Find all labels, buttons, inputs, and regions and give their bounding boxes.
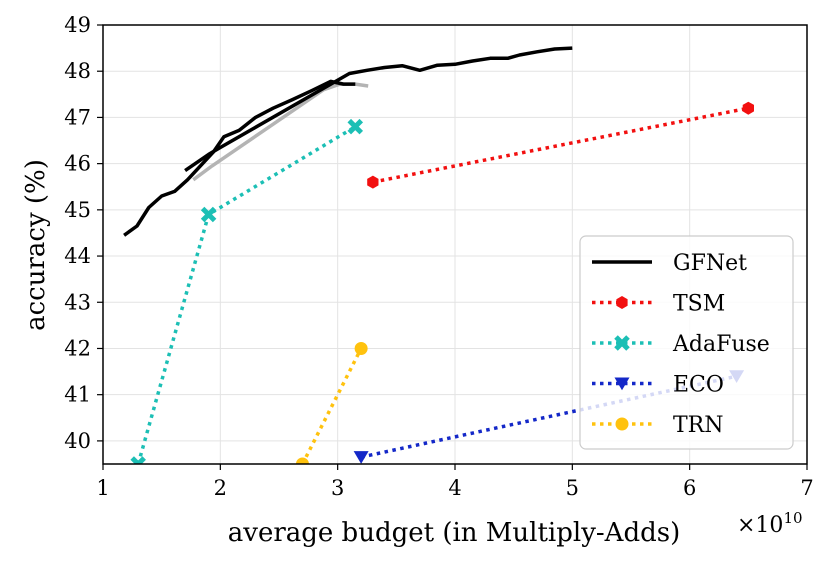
trn-marker [354,341,368,355]
tsm-marker [367,175,379,189]
y-tick-label: 47 [64,105,91,129]
legend-label: AdaFuse [672,332,770,357]
x-multiplier-base: ×10 [737,513,783,538]
y-tick-label: 42 [64,336,91,360]
adafuse-line [136,125,357,464]
eco-marker [353,451,369,464]
legend-label: TSM [673,292,725,317]
y-tick-label: 48 [64,59,91,83]
legend-label: ECO [673,373,724,398]
y-tick-label: 41 [64,383,91,407]
series-gfnet [123,79,356,237]
tsm-marker [742,101,754,115]
x-tick-label: 6 [683,476,696,500]
legend-marker [616,296,628,309]
x-axis-label: average budget (in Multiply-Adds) [228,518,680,548]
trn-marker [295,457,309,464]
legend-label: GFNet [673,251,747,276]
legend-label: TRN [673,413,724,438]
adafuse-marker [200,206,217,223]
tsm-line [372,106,749,184]
legend-item-tsm: TSM [592,292,725,317]
legend-item-adafuse: AdaFuse [592,332,770,357]
x-tick-label: 5 [566,476,579,500]
x-tick-label: 3 [331,476,344,500]
adafuse-marker [347,118,364,135]
x-tick-label: 1 [96,476,109,500]
series-trn [295,341,368,464]
x-multiplier-exponent: 10 [783,509,802,527]
series-tsm [367,101,754,189]
gfnet-gray-line [192,82,369,182]
trn-line [300,347,363,464]
gfnet-line [123,79,356,237]
y-tick-label: 40 [64,429,91,453]
legend-box [579,235,794,450]
legend-marker [614,377,630,391]
y-tick-label: 43 [64,290,91,314]
series-adafuse [130,118,364,464]
x-tick-label: 7 [800,476,813,500]
legend-marker [614,335,630,351]
x-axis-multiplier: ×1010 [737,509,803,538]
y-tick-label: 45 [64,198,91,222]
legend: GFNet TSM AdaFuse ECO TRN [579,235,794,450]
y-tick-label: 49 [64,13,91,37]
series-gfnet-gray [192,82,369,182]
adafuse-marker [130,456,146,464]
legend-item-gfnet: GFNet [592,251,747,276]
legend-marker [615,417,629,431]
y-tick-label: 46 [64,152,91,176]
y-tick-label: 44 [64,244,91,268]
series-gfnet-continued [184,46,573,173]
legend-item-trn: TRN [592,413,724,438]
y-axis-label: accuracy (%) [21,159,51,331]
gfnet-continued-line [184,46,573,173]
x-tick-label: 2 [214,476,227,500]
x-tick-label: 4 [448,476,461,500]
legend-item-eco: ECO [592,373,724,398]
